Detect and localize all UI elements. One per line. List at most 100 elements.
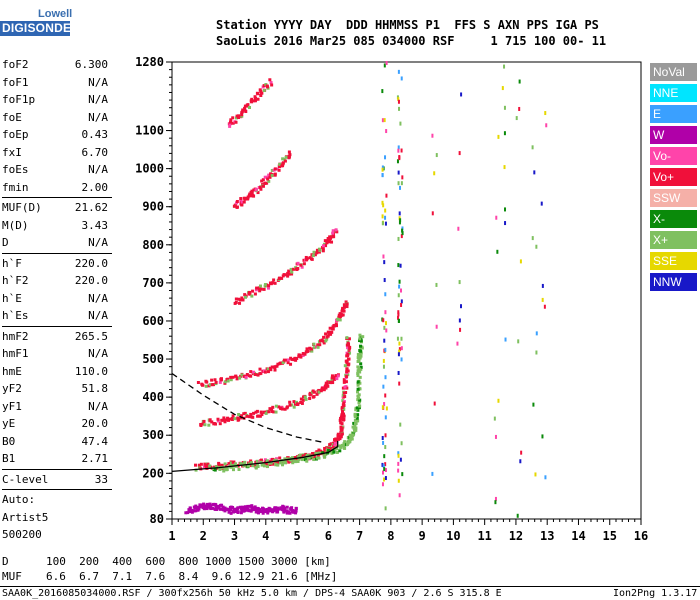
- noise-point: [398, 220, 401, 225]
- param-label: foF1p: [2, 93, 36, 106]
- echo-point: [204, 504, 208, 508]
- param-row-yf2: yF2 51.8: [2, 380, 110, 397]
- echo-point: [229, 461, 233, 465]
- echo-point: [339, 421, 343, 425]
- param-value: 265.5: [74, 329, 108, 343]
- echo-point: [283, 407, 287, 411]
- echo-point: [307, 456, 311, 460]
- noise-point: [383, 454, 386, 459]
- echo-point: [218, 422, 222, 426]
- echo-point: [267, 284, 271, 288]
- echo-point: [254, 188, 258, 192]
- echo-point: [359, 362, 363, 366]
- param-row-d: D N/A: [2, 234, 110, 251]
- echo-point: [234, 510, 238, 514]
- noise-point: [381, 221, 384, 226]
- echo-point: [243, 197, 247, 201]
- echo-point: [342, 378, 346, 382]
- noise-point: [535, 331, 538, 336]
- echo-point: [262, 89, 266, 93]
- echo-point: [213, 378, 217, 382]
- x-tick-label: 4: [262, 529, 269, 543]
- echo-point: [344, 300, 348, 304]
- echo-point: [234, 116, 238, 120]
- echo-point: [288, 400, 292, 404]
- echo-point: [338, 449, 342, 453]
- echo-point: [218, 467, 222, 471]
- echo-point: [213, 503, 217, 507]
- echo-point: [293, 456, 297, 460]
- noise-point: [383, 402, 386, 407]
- echo-point: [346, 352, 350, 356]
- noise-point: [541, 283, 544, 288]
- echo-point: [261, 507, 265, 511]
- param-label: h`F: [2, 256, 22, 270]
- noise-point: [493, 416, 496, 421]
- noise-point: [400, 76, 403, 81]
- noise-point: [385, 406, 388, 411]
- x-tick-label: 2: [200, 529, 207, 543]
- echo-point: [267, 179, 271, 183]
- noise-point: [504, 221, 507, 226]
- echo-point: [248, 292, 252, 296]
- echo-point: [295, 356, 299, 360]
- echo-point: [204, 384, 208, 388]
- echo-point: [237, 297, 241, 301]
- echo-point: [188, 506, 192, 510]
- echo-point: [358, 404, 362, 408]
- y-tick-label: 700: [142, 276, 164, 290]
- echo-point: [287, 460, 291, 464]
- param-label: D: [2, 236, 9, 249]
- noise-point: [398, 341, 401, 346]
- echo-point: [321, 249, 325, 253]
- echo-point: [261, 178, 265, 182]
- echo-point: [269, 368, 273, 372]
- noise-point: [517, 339, 520, 344]
- echo-point: [272, 410, 276, 414]
- echo-point: [333, 441, 337, 445]
- echo-point: [346, 369, 350, 373]
- noise-point: [397, 312, 400, 317]
- legend-item-x: X+: [650, 231, 697, 249]
- echo-point: [338, 418, 342, 422]
- echo-point: [315, 456, 319, 460]
- echo-point: [256, 92, 260, 96]
- echo-point: [346, 373, 350, 377]
- noise-point: [497, 134, 500, 139]
- echo-point: [342, 309, 346, 313]
- echo-point: [269, 81, 273, 85]
- echo-point: [302, 258, 306, 262]
- echo-point: [274, 410, 278, 414]
- noise-point: [400, 181, 403, 186]
- noise-point: [504, 207, 507, 212]
- echo-point: [235, 205, 239, 209]
- param-value: 6.70: [81, 145, 109, 159]
- echo-point: [340, 432, 344, 436]
- echo-point: [290, 357, 294, 361]
- param-row-hme: hmE 110.0: [2, 363, 110, 380]
- echo-point: [285, 509, 289, 513]
- echo-point: [206, 462, 210, 466]
- echo-point: [317, 250, 321, 254]
- echo-point: [294, 267, 298, 271]
- noise-point: [384, 310, 387, 315]
- echo-point: [256, 191, 260, 195]
- noise-point: [458, 151, 461, 156]
- echo-point: [249, 509, 253, 513]
- noise-point: [382, 318, 385, 323]
- echo-point: [347, 357, 351, 361]
- echo-point: [343, 440, 347, 444]
- echo-point: [285, 505, 289, 509]
- echo-point: [339, 425, 343, 429]
- echo-point: [244, 505, 248, 509]
- param-label: C-level: [2, 472, 49, 486]
- echo-point: [268, 407, 272, 411]
- param-label: MUF(D): [2, 201, 42, 214]
- param-row-h-f: h`F 220.0: [2, 255, 110, 272]
- echo-point: [219, 507, 223, 511]
- echo-point: [282, 509, 286, 513]
- echo-point: [341, 410, 345, 414]
- echo-point: [265, 507, 269, 511]
- echo-point: [261, 184, 265, 188]
- noise-point: [397, 145, 400, 150]
